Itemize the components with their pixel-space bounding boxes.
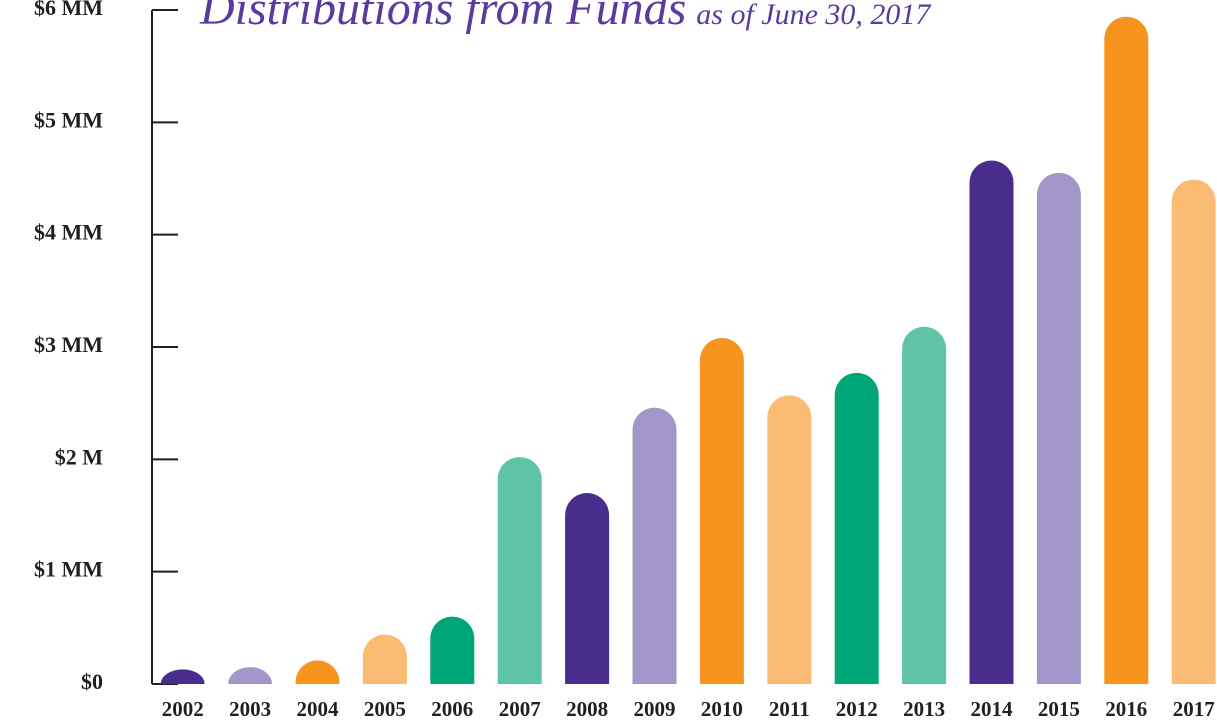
chart-subtitle: as of June 30, 2017: [696, 0, 932, 31]
bar: [228, 667, 273, 684]
bar: [767, 395, 812, 684]
bar: [834, 372, 879, 684]
y-tick-label: $0: [81, 669, 103, 694]
bar: [295, 660, 340, 684]
bar: [1171, 179, 1216, 684]
x-tick-label: 2007: [499, 697, 541, 721]
y-tick-label: $2 M: [55, 444, 104, 469]
y-tick-label: $3 MM: [34, 332, 103, 357]
bar: [565, 493, 610, 684]
bar: [969, 160, 1014, 684]
x-tick-label: 2005: [364, 697, 406, 721]
x-tick-label: 2004: [297, 697, 340, 721]
x-tick-label: 2006: [431, 697, 473, 721]
x-tick-label: 2002: [162, 697, 204, 721]
x-tick-label: 2017: [1173, 697, 1215, 721]
x-tick-label: 2014: [971, 697, 1014, 721]
bar: [1036, 172, 1081, 684]
x-tick-label: 2015: [1038, 697, 1080, 721]
chart-title-group: Distributions from Funds as of June 30, 2…: [199, 0, 932, 35]
y-tick-label: $6 MM: [34, 0, 103, 20]
y-tick-label: $1 MM: [34, 557, 103, 582]
bar: [362, 634, 407, 684]
x-tick-label: 2010: [701, 697, 743, 721]
y-tick-label: $5 MM: [34, 107, 103, 132]
x-tick-label: 2009: [634, 697, 676, 721]
bar: [632, 407, 677, 684]
x-tick-label: 2013: [903, 697, 945, 721]
bar: [902, 326, 947, 684]
x-tick-label: 2011: [769, 697, 810, 721]
x-tick-label: 2008: [566, 697, 608, 721]
bar: [160, 669, 205, 684]
bar: [699, 338, 744, 684]
x-tick-label: 2003: [229, 697, 271, 721]
chart-title: Distributions from Funds: [199, 0, 686, 35]
bar: [1104, 16, 1149, 685]
x-tick-label: 2012: [836, 697, 878, 721]
bar: [497, 457, 542, 684]
x-tick-label: 2016: [1105, 697, 1147, 721]
y-tick-label: $4 MM: [34, 220, 103, 245]
bar: [430, 616, 475, 684]
